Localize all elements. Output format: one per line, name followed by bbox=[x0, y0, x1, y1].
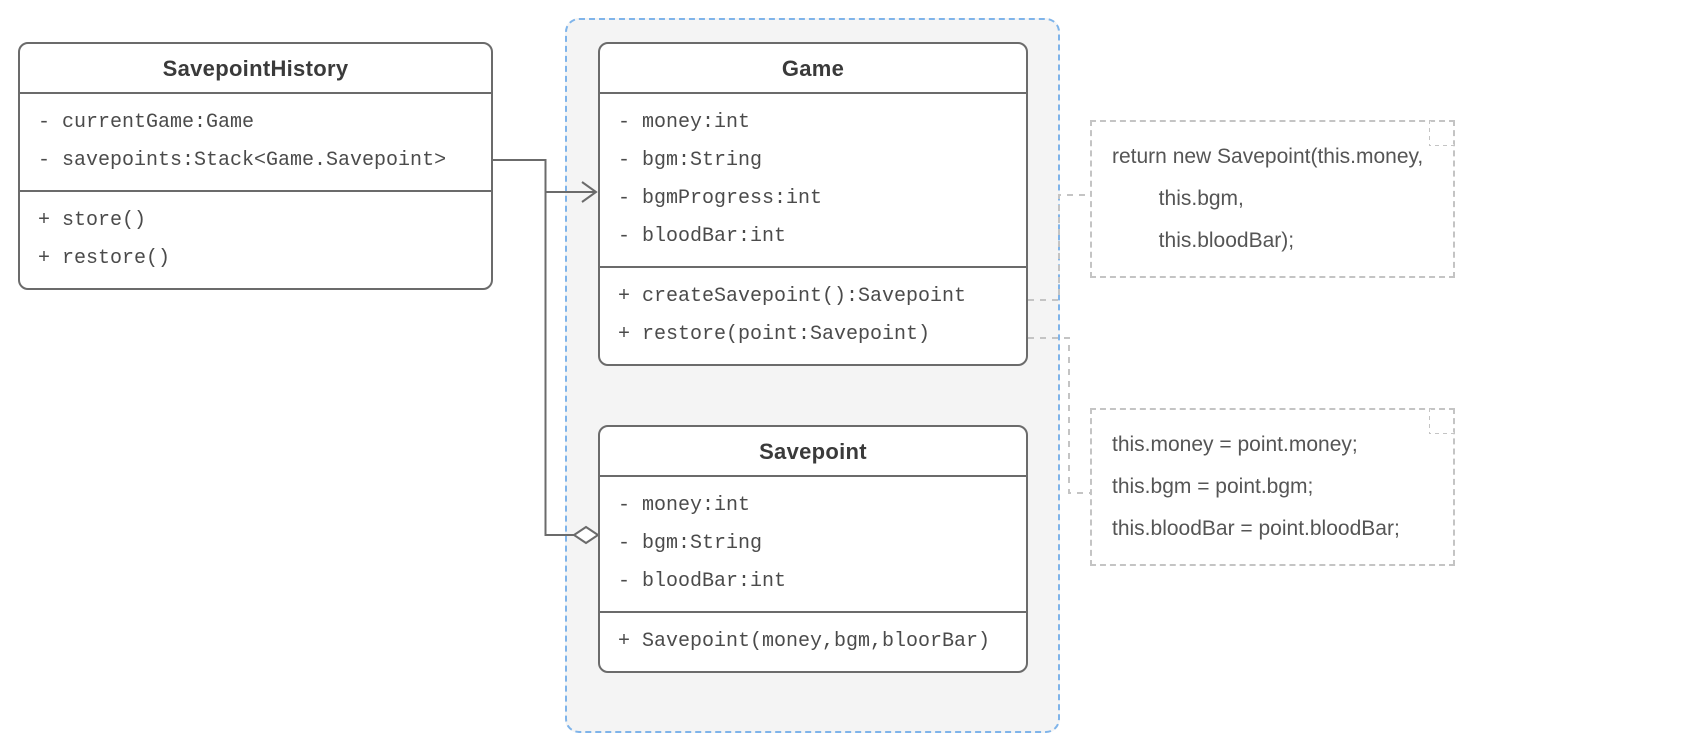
member-line: - currentGame:Game bbox=[38, 104, 473, 142]
member-line: - savepoints:Stack<Game.Savepoint> bbox=[38, 142, 473, 180]
note-line: this.bgm, bbox=[1112, 178, 1433, 220]
member-line: - money:int bbox=[618, 487, 1008, 525]
note-line: this.bloodBar = point.bloodBar; bbox=[1112, 508, 1433, 550]
member-line: - bgm:String bbox=[618, 525, 1008, 563]
member-line: - bgm:String bbox=[618, 142, 1008, 180]
class-savepoint-history: SavepointHistory - currentGame:Game- sav… bbox=[18, 42, 493, 290]
note-restore: this.money = point.money;this.bgm = poin… bbox=[1090, 408, 1455, 566]
member-line: + restore(point:Savepoint) bbox=[618, 316, 1008, 354]
member-line: - bgmProgress:int bbox=[618, 180, 1008, 218]
note-line: return new Savepoint(this.money, bbox=[1112, 136, 1433, 178]
member-line: - bloodBar:int bbox=[618, 218, 1008, 256]
diagram-canvas: SavepointHistory - currentGame:Game- sav… bbox=[0, 0, 1695, 744]
class-title: SavepointHistory bbox=[20, 44, 491, 94]
note-line: this.bgm = point.bgm; bbox=[1112, 466, 1433, 508]
class-methods: + createSavepoint():Savepoint+ restore(p… bbox=[600, 266, 1026, 364]
class-methods: + store()+ restore() bbox=[20, 190, 491, 288]
note-fold-icon bbox=[1429, 120, 1455, 146]
member-line: + store() bbox=[38, 202, 473, 240]
member-line: - money:int bbox=[618, 104, 1008, 142]
member-line: + Savepoint(money,bgm,bloorBar) bbox=[618, 623, 1008, 661]
class-savepoint: Savepoint - money:int- bgm:String- blood… bbox=[598, 425, 1028, 673]
note-create-savepoint: return new Savepoint(this.money, this.bg… bbox=[1090, 120, 1455, 278]
class-attributes: - money:int- bgm:String- bgmProgress:int… bbox=[600, 94, 1026, 266]
note-content: return new Savepoint(this.money, this.bg… bbox=[1112, 136, 1433, 262]
note-line: this.money = point.money; bbox=[1112, 424, 1433, 466]
class-title: Game bbox=[600, 44, 1026, 94]
class-attributes: - money:int- bgm:String- bloodBar:int bbox=[600, 477, 1026, 611]
class-methods: + Savepoint(money,bgm,bloorBar) bbox=[600, 611, 1026, 671]
note-content: this.money = point.money;this.bgm = poin… bbox=[1112, 424, 1433, 550]
member-line: + restore() bbox=[38, 240, 473, 278]
class-attributes: - currentGame:Game- savepoints:Stack<Gam… bbox=[20, 94, 491, 190]
note-line: this.bloodBar); bbox=[1112, 220, 1433, 262]
class-title: Savepoint bbox=[600, 427, 1026, 477]
member-line: + createSavepoint():Savepoint bbox=[618, 278, 1008, 316]
member-line: - bloodBar:int bbox=[618, 563, 1008, 601]
note-fold-icon bbox=[1429, 408, 1455, 434]
class-game: Game - money:int- bgm:String- bgmProgres… bbox=[598, 42, 1028, 366]
